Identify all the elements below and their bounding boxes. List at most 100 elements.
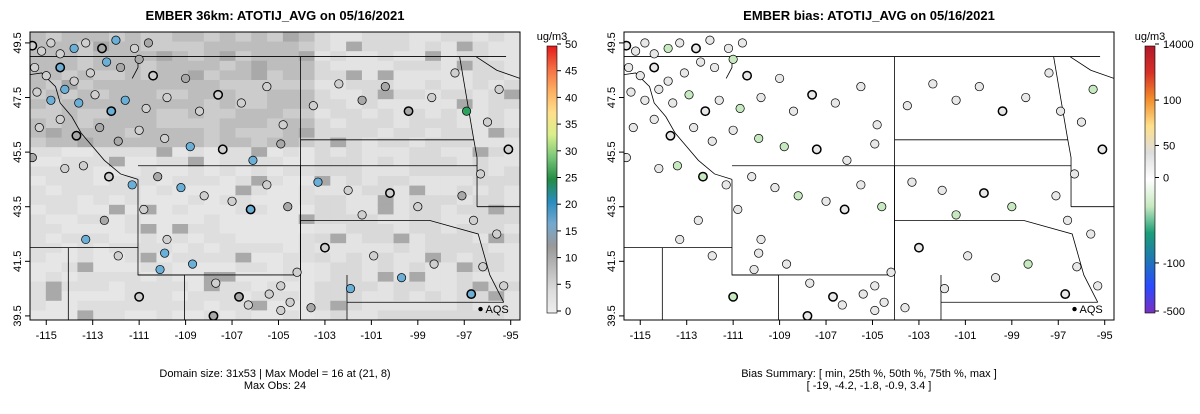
model-cell xyxy=(77,176,94,187)
model-cell xyxy=(346,147,363,158)
model-cell xyxy=(488,166,505,177)
model-cell xyxy=(440,108,458,119)
model-cell xyxy=(140,281,157,292)
model-cell xyxy=(377,310,395,320)
station-point xyxy=(262,82,272,92)
model-cell xyxy=(409,214,426,225)
model-cell xyxy=(456,156,474,167)
model-cell xyxy=(251,272,268,283)
model-cell xyxy=(298,243,316,254)
model-cell xyxy=(314,195,331,206)
model-cell xyxy=(298,176,316,187)
model-cell xyxy=(172,99,189,110)
model-cell xyxy=(456,224,474,235)
model-cell xyxy=(393,176,410,187)
model-cell xyxy=(267,195,284,206)
model-cell xyxy=(425,60,442,71)
model-cell xyxy=(140,310,157,320)
model-cell xyxy=(45,233,63,244)
model-cell xyxy=(219,281,236,292)
model-cell xyxy=(330,176,347,187)
model-cell xyxy=(124,272,142,283)
model-cell xyxy=(188,204,205,215)
model-cell xyxy=(393,224,410,235)
station-point xyxy=(754,248,764,258)
model-cell xyxy=(124,89,142,100)
model-cell xyxy=(235,214,252,225)
model-cell xyxy=(172,310,189,320)
model-cell xyxy=(45,204,63,215)
model-cell xyxy=(267,99,284,110)
model-cell xyxy=(45,32,63,43)
model-cell xyxy=(156,291,173,302)
model-cell xyxy=(314,176,331,187)
model-cell xyxy=(377,166,395,177)
model-cell xyxy=(235,118,252,129)
model-cell xyxy=(172,60,189,71)
model-cell xyxy=(188,252,205,263)
state-border xyxy=(624,72,733,180)
model-cell xyxy=(140,185,157,196)
model-cell xyxy=(30,252,47,263)
state-border xyxy=(894,219,1099,303)
station-point xyxy=(1021,92,1031,103)
model-cell xyxy=(409,156,426,167)
model-cell xyxy=(314,108,331,119)
model-cell xyxy=(314,166,331,177)
model-cell xyxy=(30,137,47,148)
model-cell xyxy=(409,108,426,119)
station-point xyxy=(357,210,367,220)
model-cell xyxy=(188,243,205,254)
station-point xyxy=(828,291,838,302)
model-cell xyxy=(409,262,426,273)
model-cell xyxy=(251,137,268,148)
model-cell xyxy=(409,89,426,100)
model-cell xyxy=(314,70,331,81)
summary-note: Bias Summary: [ min, 25th %, 50th %, 75t… xyxy=(741,368,997,380)
station-point xyxy=(81,38,91,48)
model-cell xyxy=(330,281,347,292)
model-cell xyxy=(172,70,189,81)
model-cell xyxy=(45,156,63,167)
y-tick-label: 43.5 xyxy=(606,196,618,217)
model-cell xyxy=(172,262,189,273)
model-cell xyxy=(219,262,236,273)
model-cell xyxy=(203,214,221,225)
model-cell xyxy=(140,89,157,100)
colorbar-tick-label: 35 xyxy=(565,119,577,131)
model-cell xyxy=(219,214,236,225)
model-cell xyxy=(267,176,284,187)
station-point xyxy=(55,114,65,124)
station-point xyxy=(624,153,631,163)
model-cell xyxy=(61,70,78,81)
model-cell xyxy=(472,291,489,302)
model-cell xyxy=(298,204,316,215)
model-cell xyxy=(172,32,189,43)
model-cell xyxy=(393,243,410,254)
station-point xyxy=(856,180,866,190)
station-point xyxy=(217,144,228,155)
model-cell xyxy=(393,214,410,225)
model-cell xyxy=(140,32,157,43)
model-cell xyxy=(188,300,205,311)
model-cell xyxy=(377,243,395,254)
station-point xyxy=(775,73,785,83)
model-cell xyxy=(377,262,395,273)
model-cell xyxy=(30,176,47,187)
station-point xyxy=(689,122,699,133)
model-cell xyxy=(504,291,520,302)
model-cell xyxy=(219,32,236,43)
model-cell xyxy=(109,70,126,81)
model-cell xyxy=(409,60,426,71)
model-cell xyxy=(219,137,236,148)
model-cell xyxy=(140,224,157,235)
model-cell xyxy=(219,300,236,311)
model-cell xyxy=(393,147,410,158)
model-cell xyxy=(235,70,252,81)
model-cell xyxy=(472,89,489,100)
station-point xyxy=(85,68,95,78)
model-cell xyxy=(488,137,505,148)
station-point xyxy=(928,79,938,89)
model-cell xyxy=(330,32,347,43)
model-cell xyxy=(61,128,78,139)
